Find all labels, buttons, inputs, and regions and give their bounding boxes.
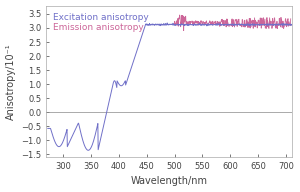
Legend: Excitation anisotropy, Emission anisotropy: Excitation anisotropy, Emission anisotro… [51,10,152,35]
Y-axis label: Anisotropy/10⁻¹: Anisotropy/10⁻¹ [6,43,16,120]
Emission anisotropy [172,23,176,26]
Excitation anisotropy [165,22,169,24]
Excitation anisotropy [232,24,235,26]
Emission anisotropy [289,18,292,20]
Emission anisotropy [204,21,208,23]
Excitation anisotropy [290,23,294,26]
Excitation anisotropy [202,24,206,26]
Emission anisotropy [288,23,292,26]
Excitation anisotropy [46,127,50,130]
Emission anisotropy [284,20,288,22]
Line: Emission anisotropy: Emission anisotropy [174,15,291,31]
Excitation anisotropy [188,24,192,26]
Line: Excitation anisotropy: Excitation anisotropy [48,23,292,150]
Emission anisotropy [178,14,181,16]
Emission anisotropy [182,29,185,32]
Emission anisotropy [227,24,230,27]
X-axis label: Wavelength/nm: Wavelength/nm [130,176,207,186]
Excitation anisotropy [61,141,64,143]
Excitation anisotropy [87,149,90,151]
Excitation anisotropy [257,23,260,26]
Emission anisotropy [235,18,238,21]
Excitation anisotropy [195,23,198,26]
Emission anisotropy [242,24,245,26]
